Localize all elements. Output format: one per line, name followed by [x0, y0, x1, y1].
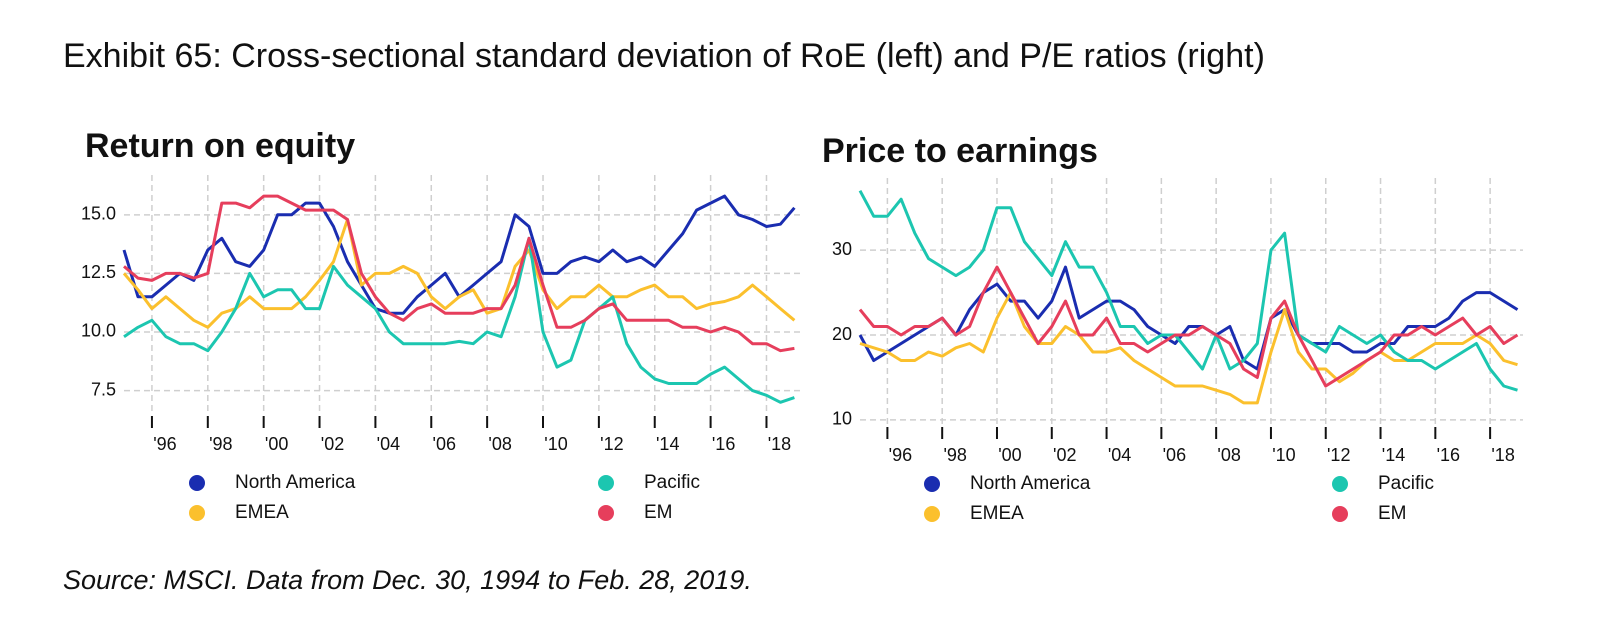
y-tick-label: 30 — [832, 239, 852, 259]
series-line — [858, 265, 1519, 388]
legend-label: Pacific — [644, 472, 700, 493]
legend-marker — [598, 505, 614, 521]
y-tick-label: 20 — [832, 324, 852, 344]
x-tick-label: '10 — [1272, 445, 1295, 465]
x-tick-label: '16 — [712, 434, 735, 454]
x-tick-label: '08 — [488, 434, 511, 454]
legend-label: North America — [235, 472, 356, 493]
x-tick-label: '00 — [998, 445, 1021, 465]
legend-marker — [924, 476, 940, 492]
series-line — [858, 189, 1518, 392]
x-tick-label: '96 — [153, 434, 176, 454]
x-tick-label: '08 — [1217, 445, 1240, 465]
y-tick-label: 10.0 — [81, 321, 116, 341]
legend-label: EM — [644, 502, 673, 523]
x-tick-label: '04 — [377, 434, 400, 454]
page-title: Exhibit 65: Cross-sectional standard dev… — [63, 37, 1265, 75]
x-tick-label: '14 — [1382, 445, 1405, 465]
x-tick-label: '04 — [1108, 445, 1131, 465]
y-tick-label: 7.5 — [91, 379, 116, 399]
x-tick-label: '18 — [1491, 445, 1514, 465]
x-tick-label: '06 — [1163, 445, 1186, 465]
x-tick-label: '06 — [433, 434, 456, 454]
legend-marker — [1332, 476, 1348, 492]
chart-title: Price to earnings — [822, 132, 1098, 170]
x-tick-label: '18 — [768, 434, 791, 454]
source-note: Source: MSCI. Data from Dec. 30, 1994 to… — [63, 565, 752, 595]
x-tick-label: '02 — [321, 434, 344, 454]
x-tick-label: '00 — [265, 434, 288, 454]
x-tick-label: '10 — [544, 434, 567, 454]
x-tick-label: '02 — [1053, 445, 1076, 465]
legend-marker — [1332, 506, 1348, 522]
y-tick-label: 15.0 — [81, 204, 116, 224]
legend-marker — [924, 506, 940, 522]
x-tick-label: '12 — [1327, 445, 1350, 465]
x-tick-label: '12 — [600, 434, 623, 454]
legend-marker — [189, 475, 205, 491]
x-tick-label: '16 — [1437, 445, 1460, 465]
legend-label: EMEA — [970, 503, 1024, 524]
series-line — [858, 265, 1519, 371]
y-tick-label: 12.5 — [81, 262, 116, 282]
chart-title: Return on equity — [85, 127, 355, 165]
legend-label: Pacific — [1378, 473, 1434, 494]
x-tick-label: '98 — [943, 445, 966, 465]
legend-label: EM — [1378, 503, 1407, 524]
legend-label: North America — [970, 473, 1091, 494]
series-line — [123, 236, 795, 404]
legend-label: EMEA — [235, 502, 289, 523]
y-tick-label: 10 — [832, 409, 852, 429]
legend-marker — [598, 475, 614, 491]
series-line — [859, 291, 1518, 405]
series-line — [123, 194, 795, 353]
legend-marker — [189, 505, 205, 521]
x-tick-label: '14 — [656, 434, 679, 454]
x-tick-label: '98 — [209, 434, 232, 454]
x-tick-label: '96 — [889, 445, 912, 465]
